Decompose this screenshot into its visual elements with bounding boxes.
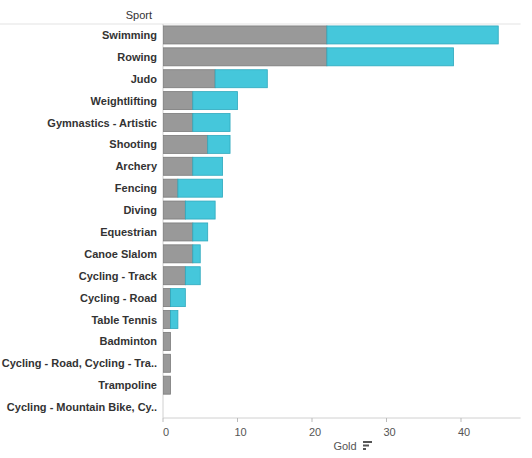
bar [163, 157, 193, 175]
bar [327, 26, 498, 44]
category-label: Archery [115, 160, 157, 172]
bar [163, 245, 193, 263]
category-label: Cycling - Road [80, 292, 157, 304]
header-line [0, 24, 521, 25]
bar [170, 376, 171, 394]
bar [163, 223, 193, 241]
bar [193, 245, 200, 263]
category-label: Trampoline [98, 379, 157, 391]
x-tick [163, 418, 164, 422]
bar [185, 201, 215, 219]
x-axis-line [163, 418, 521, 419]
x-tick-label: 30 [383, 426, 395, 438]
x-tick-label: 40 [458, 426, 470, 438]
bars [163, 26, 498, 394]
x-tick [312, 418, 313, 422]
category-label: Cycling - Road, Cycling - Tra.. [2, 357, 157, 369]
category-label: Judo [131, 73, 158, 85]
bar [163, 26, 327, 44]
category-label: Table Tennis [91, 314, 157, 326]
x-tick [237, 418, 238, 422]
x-axis-title: Gold [333, 440, 356, 452]
bar [163, 201, 185, 219]
category-label: Swimming [102, 29, 157, 41]
bar [163, 376, 170, 394]
category-label: Badminton [100, 335, 158, 347]
bar [163, 311, 170, 329]
bar [163, 135, 208, 153]
x-tick-label: 10 [234, 426, 246, 438]
bar [163, 354, 170, 372]
bar [193, 223, 208, 241]
category-label: Equestrian [100, 226, 157, 238]
bar [163, 114, 193, 132]
x-tick-label: 0 [163, 426, 169, 438]
bar [208, 135, 230, 153]
sort-icon-bar [363, 445, 369, 447]
y-axis-title: Sport [126, 9, 152, 21]
chart: Sport Swimming Rowing Judo Weightlifting Gymn… [0, 0, 532, 458]
bar [163, 332, 170, 350]
category-label: Cycling - Mountain Bike, Cy.. [7, 401, 157, 413]
category-label: Cycling - Track [79, 270, 158, 282]
bar [163, 48, 327, 66]
x-tick-label: 20 [309, 426, 321, 438]
x-tick [386, 418, 387, 422]
bar [170, 332, 171, 350]
bar [163, 398, 164, 416]
category-label: Diving [123, 204, 157, 216]
bar [170, 289, 185, 307]
category-label: Fencing [115, 182, 157, 194]
bar [163, 267, 185, 285]
x-tick [461, 418, 462, 422]
bar [193, 157, 223, 175]
category-label: Rowing [117, 51, 157, 63]
sort-icon [363, 441, 372, 450]
sort-icon-bar [363, 441, 372, 443]
bar [170, 354, 171, 372]
bar [193, 114, 230, 132]
bar [185, 267, 200, 285]
category-label: Canoe Slalom [84, 248, 157, 260]
bar [163, 289, 170, 307]
bar [215, 70, 267, 88]
bar [163, 70, 215, 88]
bar [163, 398, 164, 416]
category-label: Shooting [109, 138, 157, 150]
category-label: Weightlifting [91, 95, 157, 107]
bar [178, 179, 223, 197]
bar [327, 48, 454, 66]
bar [163, 92, 193, 110]
bar [193, 92, 238, 110]
category-label: Gymnastics - Artistic [47, 117, 157, 129]
sort-icon-bar [363, 448, 366, 450]
bar [163, 179, 178, 197]
bar [170, 311, 177, 329]
